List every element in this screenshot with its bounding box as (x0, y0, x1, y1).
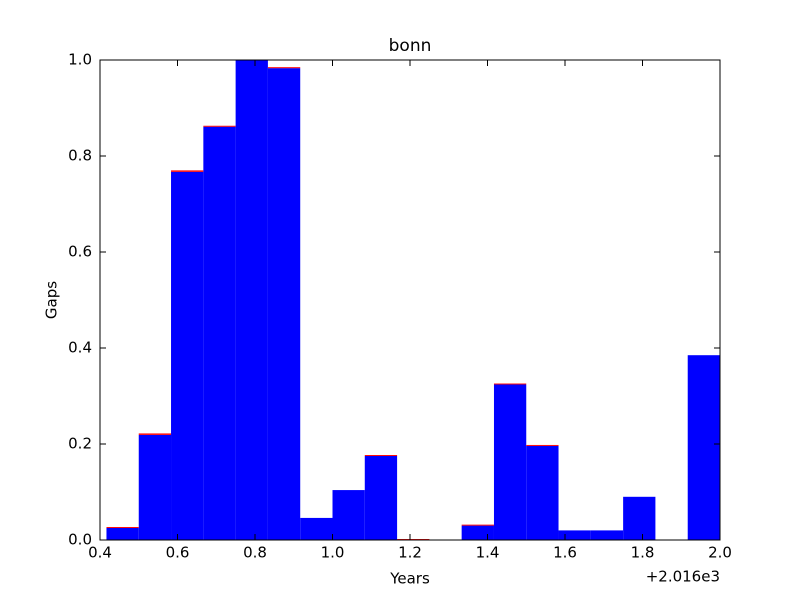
y-tick-label: 0.6 (68, 243, 92, 261)
bar (364, 456, 398, 540)
y-tick-label: 0.0 (68, 531, 92, 549)
bar (203, 126, 236, 540)
y-tick-label: 1.0 (68, 51, 92, 69)
bar (493, 384, 527, 540)
x-tick-label: 0.4 (88, 544, 112, 562)
bar (300, 517, 333, 540)
bar (106, 527, 139, 528)
x-tick-label: 1.8 (631, 544, 655, 562)
bar (267, 67, 301, 69)
y-tick-label: 0.4 (68, 339, 92, 357)
y-tick-label: 0.2 (68, 435, 92, 453)
bar (138, 433, 172, 435)
bar (687, 355, 720, 540)
x-tick-label: 1.2 (398, 544, 422, 562)
chart-title: bonn (389, 36, 432, 56)
x-axis-label: Years (389, 570, 430, 588)
bar (235, 60, 268, 540)
x-tick-label: 0.6 (166, 544, 190, 562)
x-tick-label: 1.0 (321, 544, 345, 562)
x-offset-label: +2.016e3 (646, 568, 720, 586)
bar (526, 445, 559, 540)
x-tick-label: 1.6 (553, 544, 577, 562)
bar (590, 530, 624, 540)
y-tick-label: 0.8 (68, 147, 92, 165)
bar (106, 528, 139, 540)
bar (526, 444, 559, 446)
x-tick-label: 2.0 (708, 544, 732, 562)
bar (461, 524, 494, 526)
x-tick-label: 0.8 (243, 544, 267, 562)
y-axis-label: Gaps (43, 281, 61, 319)
bar (623, 496, 656, 540)
bar (267, 68, 301, 540)
x-tick-label: 1.4 (476, 544, 500, 562)
bar (171, 171, 204, 540)
bar (332, 490, 365, 540)
bar (203, 125, 236, 127)
bar (493, 383, 527, 385)
bar (461, 525, 494, 540)
bar (558, 530, 591, 540)
bar (138, 434, 172, 540)
bar (364, 455, 398, 456)
bar (171, 170, 204, 172)
